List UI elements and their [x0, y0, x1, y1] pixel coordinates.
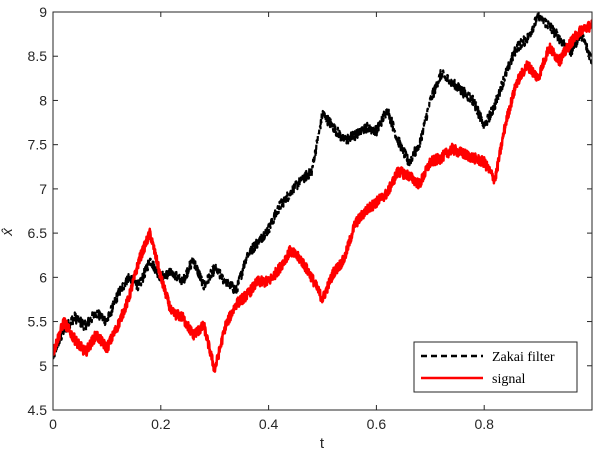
legend-label-signal: signal: [492, 372, 526, 387]
y-tick-label: 9: [39, 4, 47, 20]
plot-area: [53, 12, 592, 373]
x-tick-label: 0.2: [151, 416, 171, 432]
series-line-zakai-filter: [53, 12, 592, 360]
y-axis-label: x̂: [0, 228, 16, 237]
axes-box: [52, 11, 593, 411]
y-tick-label: 6: [39, 269, 47, 285]
y-tick-label: 5.5: [28, 314, 48, 330]
y-tick-label: 8: [39, 92, 47, 108]
legend: Zakai filter signal: [413, 341, 578, 393]
legend-label-zakai: Zakai filter: [492, 350, 555, 365]
x-tick-label: 0.8: [474, 416, 494, 432]
series-line-signal: [53, 19, 592, 373]
y-tick-label: 8.5: [28, 48, 48, 64]
y-tick-label: 4.5: [28, 402, 48, 418]
axes: 0 0.2 0.4 0.6 0.8 4.5 5 5.5 6 6.5 7 7.5 8 8.5 9: [28, 4, 593, 432]
y-tick-label: 7.5: [28, 137, 48, 153]
y-tick-label: 5: [39, 358, 47, 374]
legend-box: [413, 341, 578, 393]
x-tick-label: 0.6: [367, 416, 387, 432]
y-tick-label: 6.5: [28, 225, 48, 241]
x-tick-label: 0.4: [259, 416, 279, 432]
x-tick-label: 0: [49, 416, 57, 432]
y-tick-label: 7: [39, 181, 47, 197]
x-axis-label: t: [320, 435, 325, 452]
